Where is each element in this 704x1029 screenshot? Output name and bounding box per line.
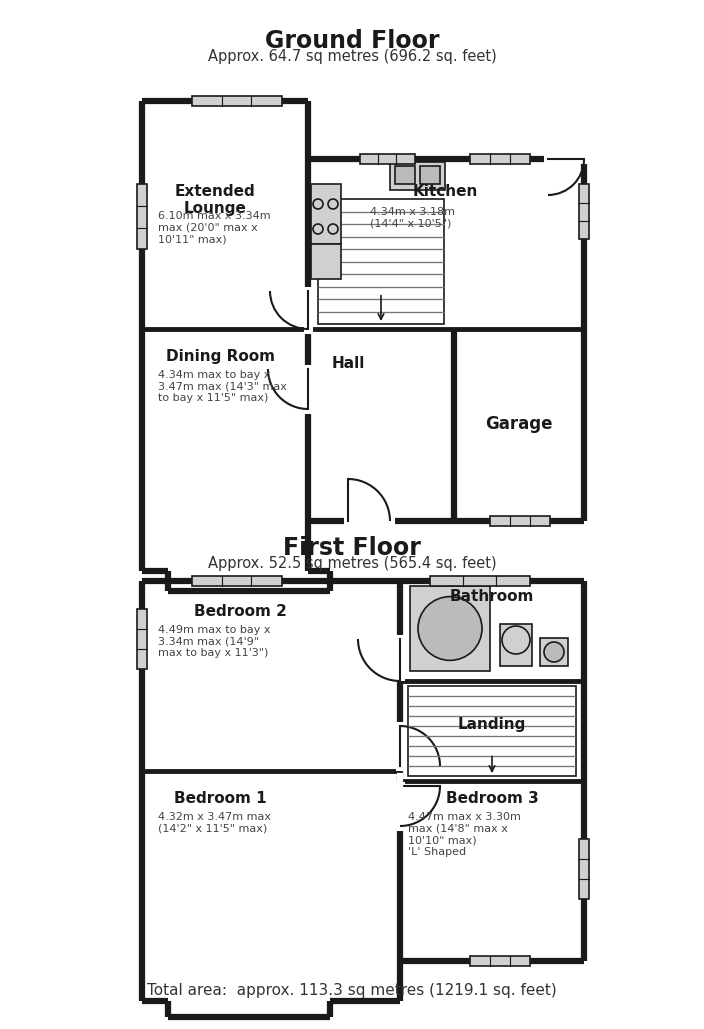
Bar [360,154,415,164]
Polygon shape [142,101,584,521]
Ellipse shape [418,597,482,661]
Bar [500,624,532,666]
Bar [137,184,147,249]
Text: Total area:  approx. 113.3 sq metres (1219.1 sq. feet): Total area: approx. 113.3 sq metres (121… [147,984,557,998]
Bar [192,96,282,106]
Text: Kitchen: Kitchen [413,184,478,199]
Bar [137,609,147,669]
Bar [410,586,490,671]
Text: Bedroom 3: Bedroom 3 [446,791,539,806]
Text: Bedroom 1: Bedroom 1 [174,791,266,806]
Bar [192,576,282,586]
Bar [390,162,445,190]
Text: 4.49m max to bay x
3.34m max (14'9"
max to bay x 11'3"): 4.49m max to bay x 3.34m max (14'9" max … [158,625,270,659]
Bar [470,956,530,966]
Circle shape [544,642,564,662]
Text: Approx. 52.5 sq metres (565.4 sq. feet): Approx. 52.5 sq metres (565.4 sq. feet) [208,556,496,571]
Text: 4.47m max x 3.30m
max (14'8" max x
10'10" max)
'L' Shaped: 4.47m max x 3.30m max (14'8" max x 10'10… [408,812,521,857]
Circle shape [502,626,530,654]
Text: 4.32m x 3.47m max
(14'2" x 11'5" max): 4.32m x 3.47m max (14'2" x 11'5" max) [158,812,271,833]
Bar [540,638,568,666]
Bar [408,686,576,776]
Text: Garage: Garage [485,415,553,433]
Text: 6.10m max x 3.34m
max (20'0" max x
10'11" max): 6.10m max x 3.34m max (20'0" max x 10'11… [158,211,270,244]
Bar [579,839,589,899]
Text: Bathroom: Bathroom [450,589,534,604]
Bar [311,244,341,279]
Bar [470,154,530,164]
Text: Approx. 64.7 sq metres (696.2 sq. feet): Approx. 64.7 sq metres (696.2 sq. feet) [208,49,496,64]
Text: 4.34m max to bay x
3.47m max (14'3" max
to bay x 11'5" max): 4.34m max to bay x 3.47m max (14'3" max … [158,370,287,403]
Bar [311,184,341,244]
Bar [420,166,440,184]
Text: First Floor: First Floor [283,536,421,560]
Text: Ground Floor: Ground Floor [265,29,439,54]
Text: Dining Room: Dining Room [165,349,275,364]
Text: Hall: Hall [332,356,365,371]
Bar [579,184,589,239]
Text: Bedroom 2: Bedroom 2 [194,604,287,619]
Text: Landing: Landing [458,716,526,732]
Bar [318,199,444,324]
Bar [395,166,415,184]
Text: 4.34m x 3.18m
(14'4" x 10'5"): 4.34m x 3.18m (14'4" x 10'5") [370,207,455,228]
Bar [430,576,530,586]
Bar [490,516,550,526]
Text: Extended
Lounge: Extended Lounge [175,184,256,216]
